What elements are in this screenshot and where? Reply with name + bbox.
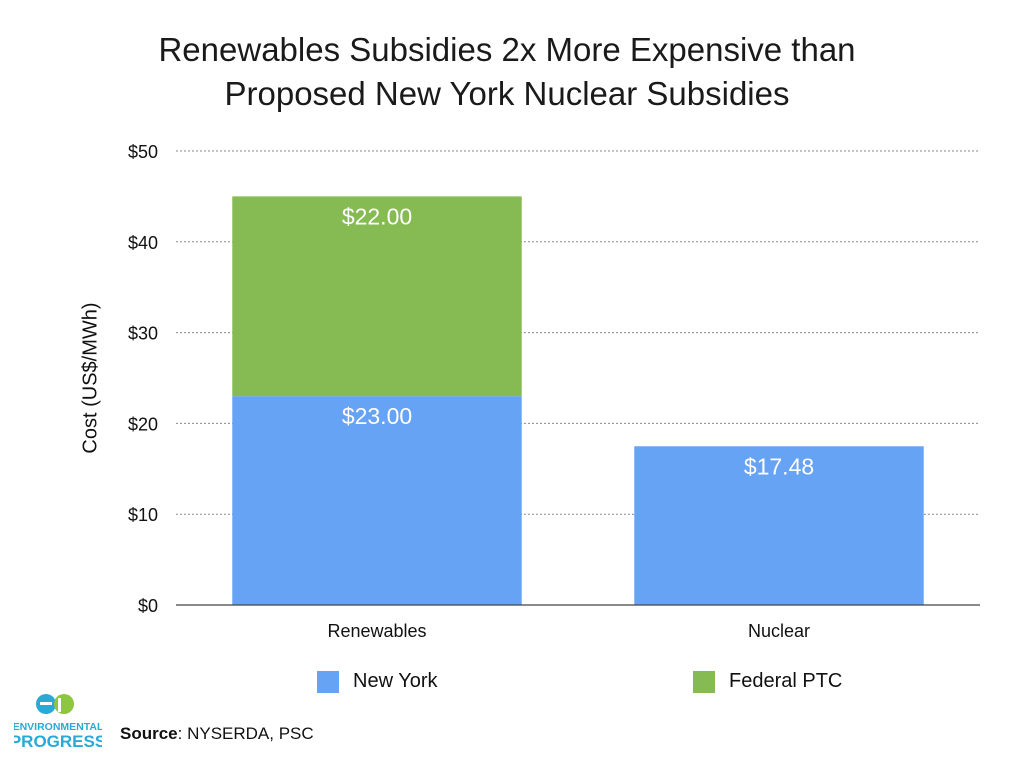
source-label: Source: [120, 724, 178, 743]
y-tick-label: $0: [138, 596, 158, 616]
y-axis-label: Cost (US$/MWh): [79, 302, 102, 454]
chart-title: Renewables Subsidies 2x More Expensive t…: [0, 28, 1014, 116]
data-label: $22.00: [342, 203, 412, 229]
y-tick-label: $40: [128, 233, 158, 253]
source-text: : NYSERDA, PSC: [177, 724, 314, 743]
y-tick-label: $10: [128, 505, 158, 525]
legend-item-federal-ptc: Federal PTC: [693, 670, 842, 693]
bar-segment: [634, 446, 924, 605]
x-tick-label: Nuclear: [748, 621, 810, 641]
bar-segment: [232, 396, 522, 605]
legend-label-new-york: New York: [353, 670, 438, 692]
x-tick-label: Renewables: [327, 621, 426, 641]
logo-text-line-2: PROGRESS: [14, 732, 102, 751]
y-tick-label: $20: [128, 414, 158, 434]
data-label: $17.48: [744, 453, 814, 479]
ep-monogram-icon: [36, 694, 74, 714]
data-label: $23.00: [342, 403, 412, 429]
source-note: Source: NYSERDA, PSC: [120, 724, 314, 744]
legend-swatch-new-york: [317, 670, 339, 693]
chart-title-line-1: Renewables Subsidies 2x More Expensive t…: [158, 31, 856, 68]
logo-text-line-1: ENVIRONMENTAL: [14, 721, 102, 733]
chart-title-line-2: Proposed New York Nuclear Subsidies: [224, 75, 790, 112]
environmental-progress-logo: ENVIRONMENTAL PROGRESS: [14, 694, 102, 751]
legend-label-federal-ptc: Federal PTC: [729, 670, 843, 692]
bar-segment: [232, 196, 522, 397]
y-tick-label: $30: [128, 324, 158, 344]
legend-swatch-federal-ptc: [693, 670, 715, 693]
legend-item-new-york: New York: [317, 670, 438, 693]
y-tick-label: $50: [128, 142, 158, 162]
